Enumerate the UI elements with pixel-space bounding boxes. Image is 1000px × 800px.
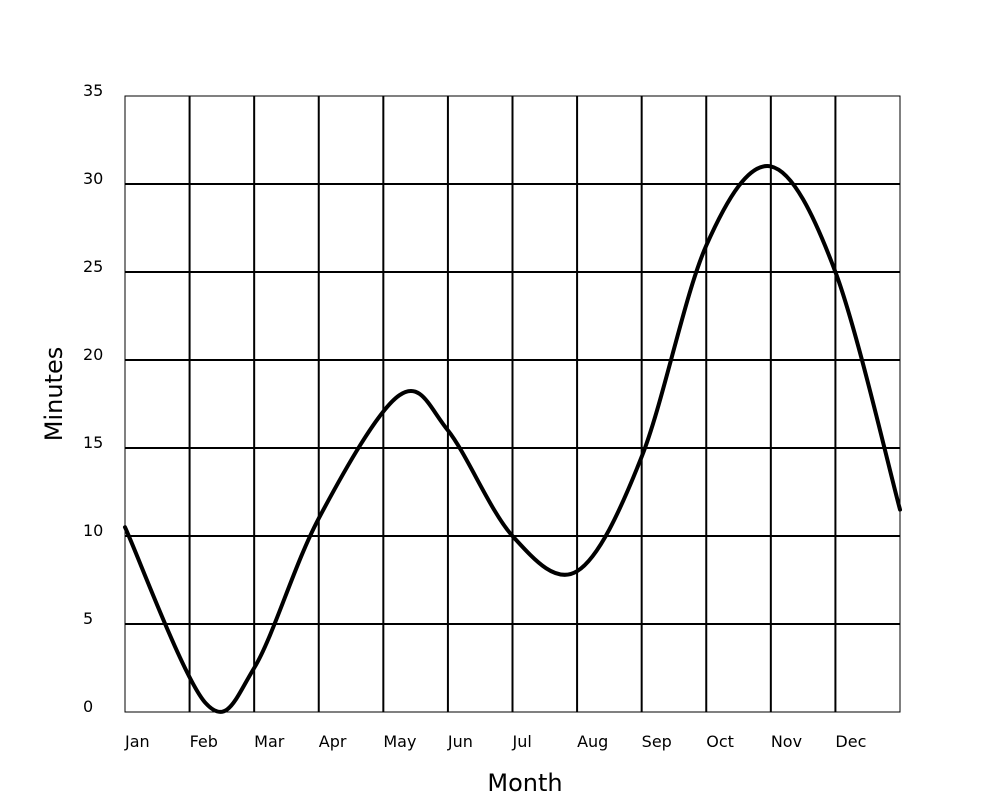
y-tick-labels: 0 5 10 15 20 25 30 35: [83, 81, 103, 716]
x-tick-label: Jul: [512, 732, 532, 751]
x-tick-label: Jan: [124, 732, 150, 751]
x-tick-label: Apr: [319, 732, 347, 751]
x-tick-label: Sep: [642, 732, 672, 751]
x-tick-label: May: [383, 732, 416, 751]
y-tick-label: 20: [83, 345, 103, 364]
y-tick-label: 30: [83, 169, 103, 188]
y-tick-label: 15: [83, 433, 103, 452]
x-tick-label: Dec: [835, 732, 866, 751]
y-tick-label: 25: [83, 257, 103, 276]
series-line: [123, 164, 902, 714]
x-gridlines: [188, 96, 837, 712]
y-tick-label: 5: [83, 609, 93, 628]
x-tick-label: Aug: [577, 732, 608, 751]
series-group: [123, 164, 902, 714]
x-tick-label: Nov: [771, 732, 802, 751]
y-tick-label: 0: [83, 697, 93, 716]
x-axis-title: Month: [487, 769, 562, 797]
x-tick-label: Mar: [254, 732, 285, 751]
x-tick-label: Feb: [190, 732, 218, 751]
y-axis-title: Minutes: [40, 347, 68, 441]
x-tick-label: Oct: [706, 732, 734, 751]
y-tick-label: 35: [83, 81, 103, 100]
x-tick-labels: Jan Feb Mar Apr May Jun Jul Aug Sep Oct Nov Dec: [124, 732, 866, 751]
x-tick-label: Jun: [447, 732, 473, 751]
y-tick-label: 10: [83, 521, 103, 540]
